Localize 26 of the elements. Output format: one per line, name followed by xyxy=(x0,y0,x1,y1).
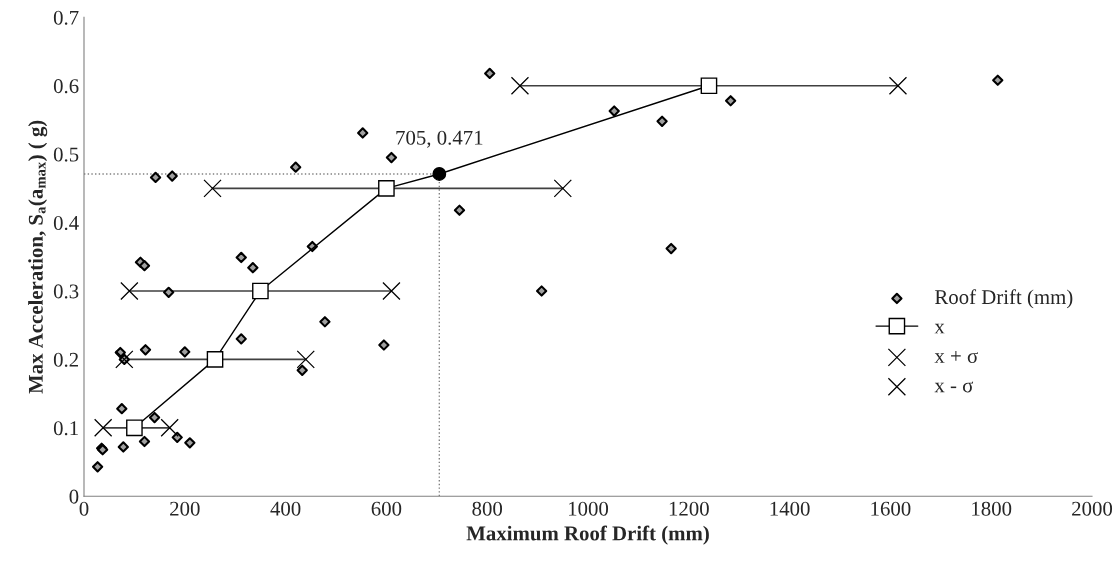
y-tick-label: 0.3 xyxy=(53,284,79,299)
x-tick-label: 1400 xyxy=(770,501,810,516)
y-axis-title: Max Acceleration, S$_{a}$(a$_{max}$) ( g) xyxy=(28,120,48,394)
y-tick-label: 0.5 xyxy=(53,147,79,162)
x-axis-title: Maximum Roof Drift (mm) xyxy=(466,525,709,545)
legend-label: Roof Drift (mm) xyxy=(934,289,1073,309)
annotation: 705, 0.471 xyxy=(396,130,483,148)
x-tick-label: 600 xyxy=(371,501,402,516)
y-tick-label: 0.7 xyxy=(53,10,79,25)
y-tick-label: 0.2 xyxy=(53,352,78,367)
x-tick-label: 1200 xyxy=(669,501,709,516)
legend-label: x - σ xyxy=(934,381,974,393)
x-tick-label: 400 xyxy=(270,501,301,516)
x-tick-label: 800 xyxy=(472,501,503,516)
y-tick-label: 0.6 xyxy=(53,79,79,94)
y-tick-label: 0 xyxy=(69,489,79,504)
legend-label: x xyxy=(934,323,945,334)
x-tick-label: 0 xyxy=(79,501,89,516)
x-tick-label: 2000 xyxy=(1072,501,1113,516)
x-tick-label: 1600 xyxy=(871,501,911,516)
x-tick-label: 1000 xyxy=(569,501,609,516)
y-tick-label: 0.4 xyxy=(53,215,79,231)
legend-label: x + σ xyxy=(934,351,978,364)
x-tick-label: 200 xyxy=(170,501,200,516)
y-tick-label: 0.1 xyxy=(53,421,78,436)
x-tick-label: 1800 xyxy=(972,501,1012,516)
